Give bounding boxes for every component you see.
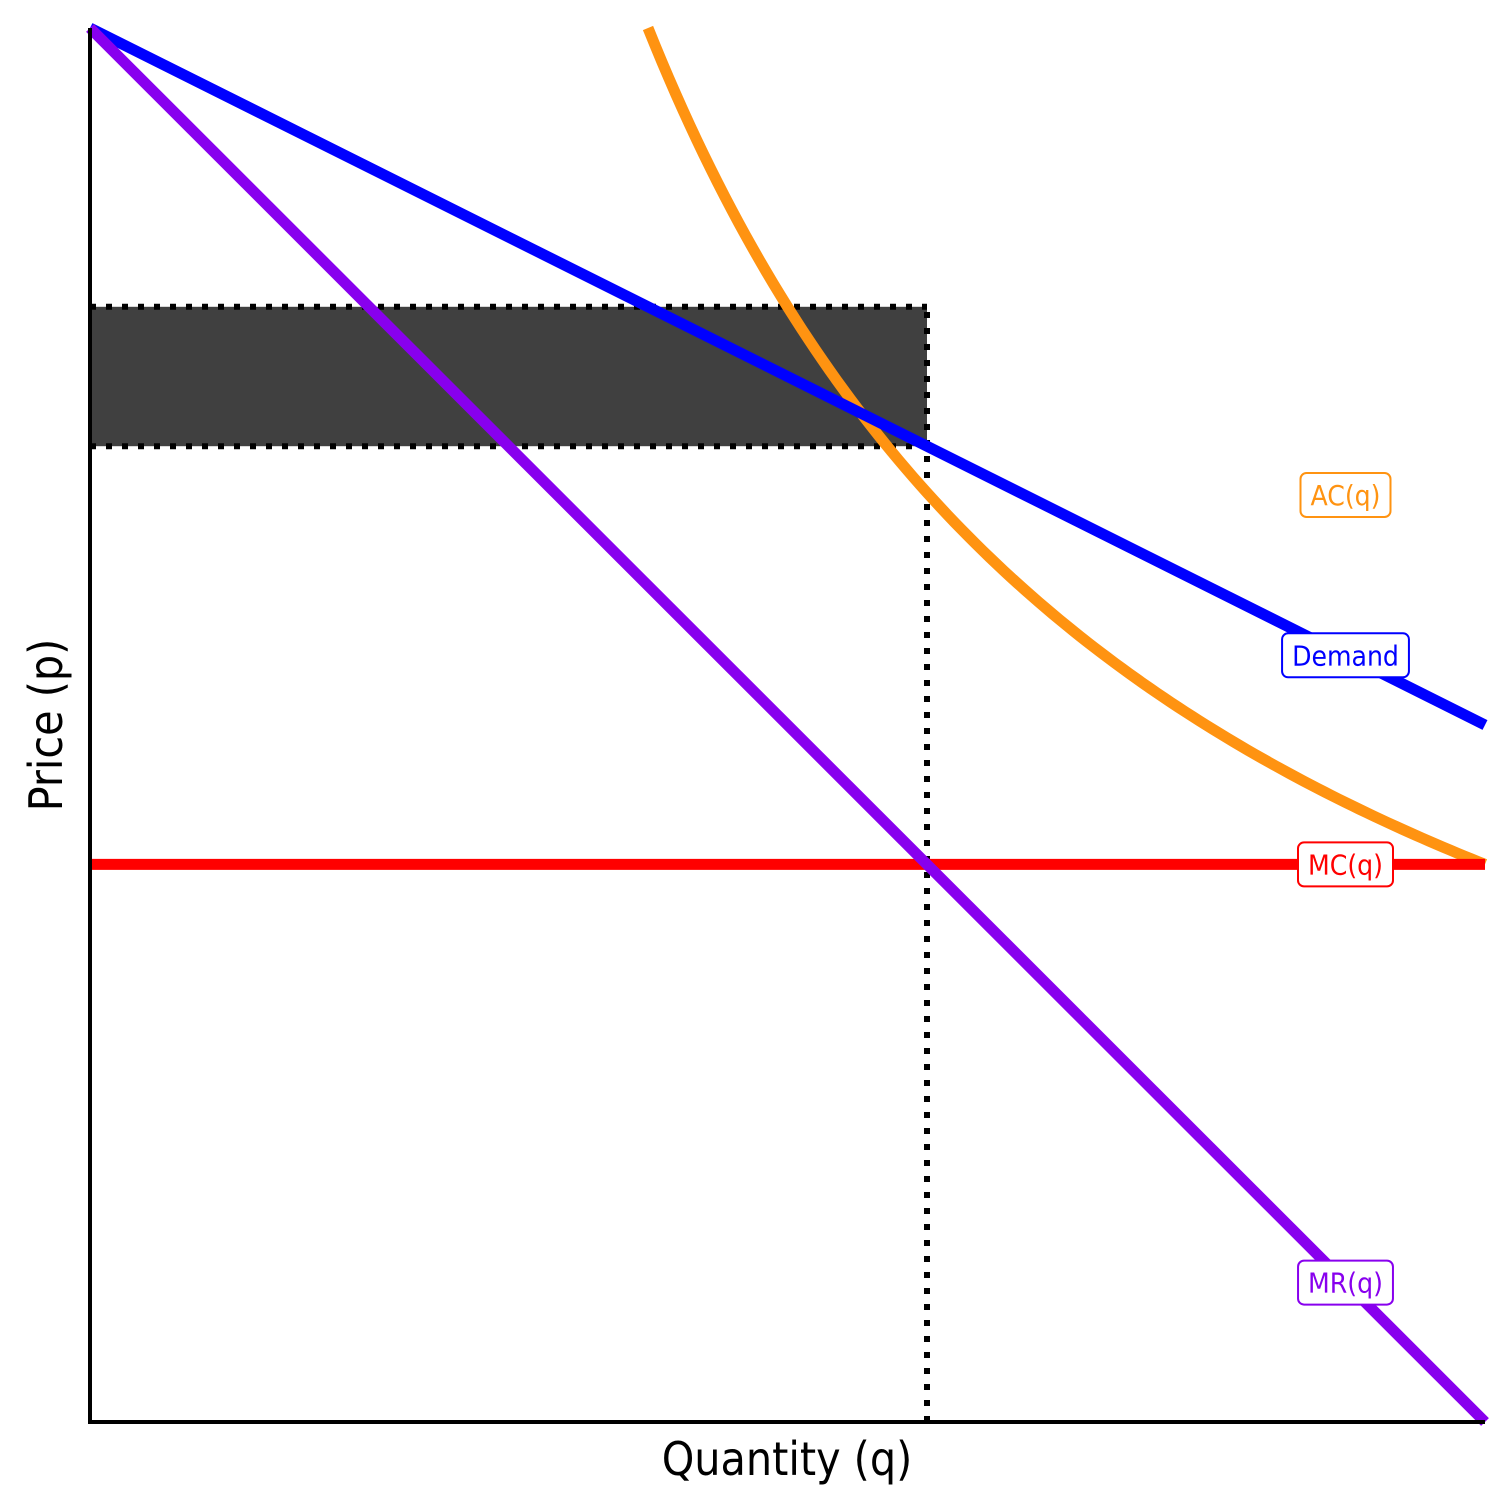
curve-label-mr-q: MR(q) bbox=[1297, 1259, 1394, 1306]
series-ac-q bbox=[642, 25, 1488, 870]
curve-label-box bbox=[1299, 471, 1392, 518]
y-axis-title: Price (p) bbox=[19, 639, 73, 812]
curve-labels-layer: AC(q) Demand MC(q) MR(q) bbox=[1281, 471, 1410, 1306]
curve-label-mc-q: MC(q) bbox=[1297, 841, 1394, 888]
curve-label-text: AC(q) bbox=[1311, 479, 1381, 512]
curve-label-box bbox=[1297, 841, 1394, 888]
curve-label-box bbox=[1281, 632, 1410, 679]
axes-layer bbox=[88, 28, 1485, 1424]
plot-area: AC(q) Demand MC(q) MR(q) bbox=[86, 23, 1489, 1426]
curve-label-demand: Demand bbox=[1281, 632, 1410, 679]
series-demand bbox=[87, 23, 1488, 730]
curve-label-text: Demand bbox=[1292, 639, 1399, 672]
curves-layer bbox=[86, 23, 1489, 1426]
curve-label-text: MR(q) bbox=[1308, 1267, 1383, 1300]
curve-label-text: MC(q) bbox=[1308, 848, 1383, 881]
curve-label-ac-q: AC(q) bbox=[1299, 471, 1392, 518]
curve-label-box bbox=[1297, 1259, 1394, 1306]
x-axis-title: Quantity (q) bbox=[662, 1432, 913, 1486]
series-mr-q bbox=[86, 24, 1489, 1426]
